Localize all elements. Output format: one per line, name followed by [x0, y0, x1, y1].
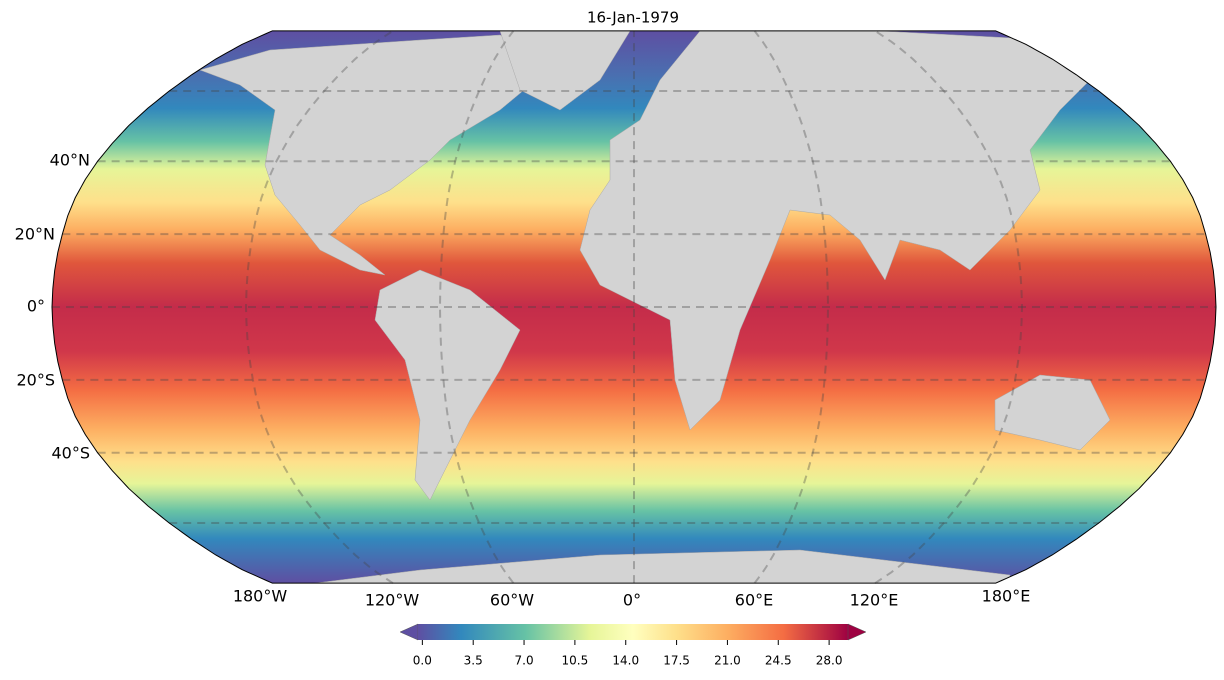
land [199, 30, 1111, 584]
map-outline [51, 30, 1217, 584]
antarctica [259, 549, 1011, 584]
australia [994, 374, 1111, 451]
lon-label: 60°W [490, 591, 534, 610]
lat-label: 40°S [51, 444, 90, 463]
colorbar-tick-label: 10.5 [562, 654, 589, 668]
colorbar-tick-label: 0.0 [413, 654, 432, 668]
meridian [244, 29, 394, 585]
longitude-labels: 180°W 120°W 60°W 0° 60°E 120°E 180°E [233, 587, 1031, 610]
colorbar-tick-label: 17.5 [663, 654, 690, 668]
colorbar-tick-label: 21.0 [714, 654, 741, 668]
colorbar-extend-high [847, 623, 867, 641]
colorbar-extend-low [399, 623, 419, 641]
lon-label: 180°E [982, 587, 1031, 606]
colorbar-tick-label: 7.0 [515, 654, 534, 668]
lon-label: 120°E [850, 591, 899, 610]
lat-label: 0° [27, 297, 45, 316]
lon-label: 180°W [233, 587, 288, 606]
lon-label: 60°E [735, 591, 773, 610]
colorbar-tick-label: 24.5 [765, 654, 792, 668]
colorbar: 0.0 3.5 7.0 10.5 14.0 17.5 21.0 24.5 28.0 [399, 623, 867, 668]
meridian [874, 29, 1024, 585]
colorbar-tick-label: 3.5 [464, 654, 483, 668]
south-america [374, 269, 521, 501]
colorbar-body [418, 624, 848, 640]
colorbar-tick-label: 14.0 [612, 654, 639, 668]
graticule [52, 29, 1216, 585]
latitude-labels: 40°N 20°N 0° 20°S 40°S [15, 151, 90, 463]
lon-label: 120°W [365, 591, 420, 610]
lon-label: 0° [623, 591, 641, 610]
lat-label: 20°N [15, 225, 55, 244]
lat-label: 40°N [50, 151, 90, 170]
colorbar-tick-label: 28.0 [816, 654, 843, 668]
map-title: 16-Jan-1979 [587, 9, 679, 27]
lat-label: 20°S [16, 371, 55, 390]
